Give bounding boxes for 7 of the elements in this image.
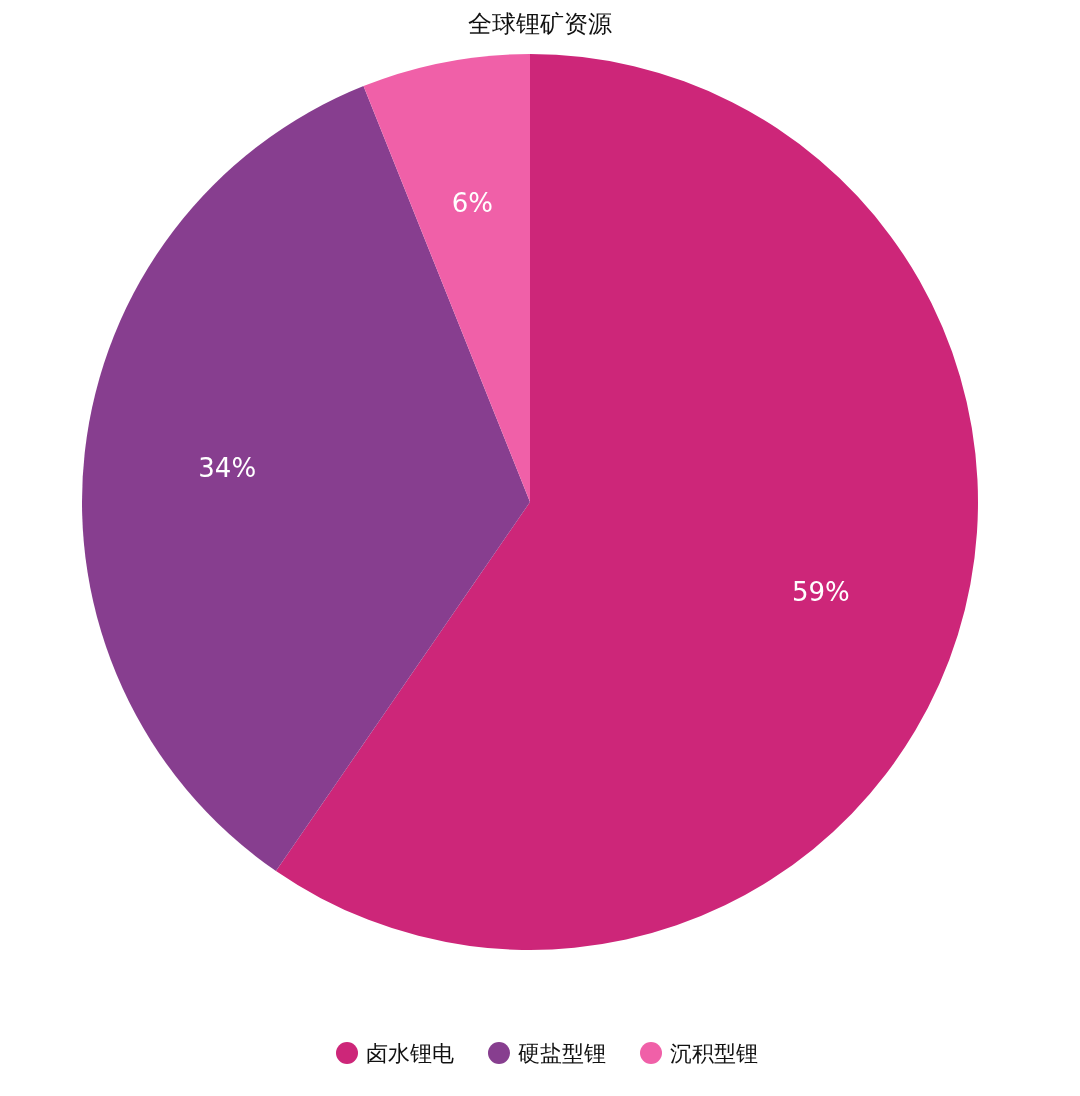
chart-title: 全球锂矿资源 (468, 10, 612, 38)
data-label: 59% (792, 577, 850, 608)
data-label: 6% (451, 187, 493, 218)
legend-label: 硬盐型锂 (518, 1041, 606, 1066)
legend-label: 卤水锂电 (366, 1041, 454, 1066)
data-label: 34% (198, 453, 257, 484)
legend-label: 沉积型锂 (670, 1041, 758, 1066)
